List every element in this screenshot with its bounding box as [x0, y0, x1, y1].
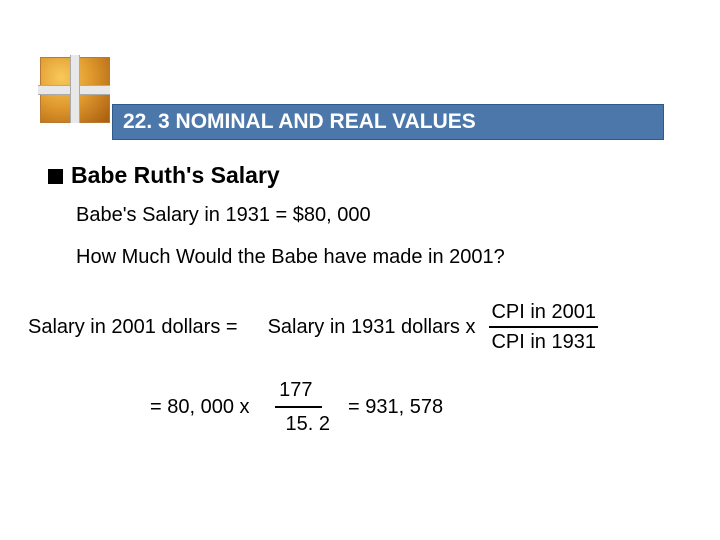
formula-denominator: CPI in 1931 — [491, 328, 596, 354]
body-line-2: How Much Would the Babe have made in 200… — [76, 246, 505, 269]
title-banner: 22. 3 NOMINAL AND REAL VALUES — [112, 104, 664, 140]
formula-fraction: CPI in 2001 CPI in 1931 — [489, 300, 598, 354]
calc-result: = 931, 578 — [348, 396, 443, 419]
calculation-row: = 80, 000 x 177 15. 2 = 931, 578 — [150, 378, 443, 436]
logo-vertical-bar — [70, 55, 80, 123]
formula-numerator: CPI in 2001 — [489, 300, 598, 328]
body-line-1: Babe's Salary in 1931 = $80, 000 — [76, 204, 371, 227]
calc-prefix: = 80, 000 x — [150, 396, 250, 419]
formula-rhs-prefix: Salary in 1931 dollars x — [268, 316, 476, 339]
heading-text: Babe Ruth's Salary — [71, 162, 280, 189]
calc-numerator: 177 — [275, 378, 322, 408]
section-heading: Babe Ruth's Salary — [48, 162, 280, 189]
formula-lhs: Salary in 2001 dollars = — [28, 316, 238, 339]
slide-logo — [40, 57, 108, 121]
calc-denominator: 15. 2 — [268, 408, 330, 436]
title-text: 22. 3 NOMINAL AND REAL VALUES — [123, 110, 476, 134]
bullet-icon — [48, 169, 63, 184]
calc-fraction: 177 15. 2 — [268, 378, 330, 436]
formula-row: Salary in 2001 dollars = Salary in 1931 … — [28, 300, 708, 354]
